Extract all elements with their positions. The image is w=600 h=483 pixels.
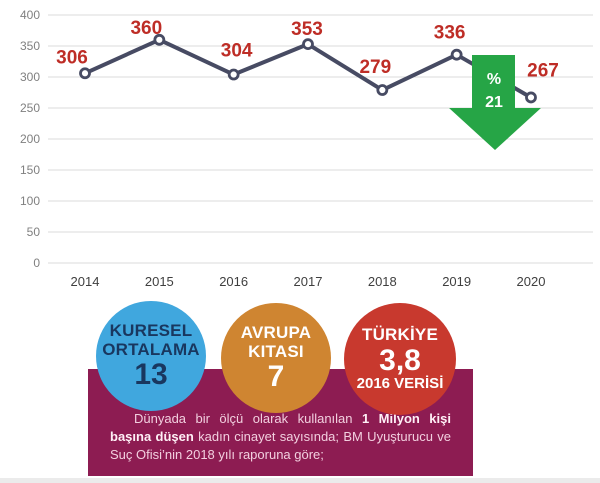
line-chart-svg: 0 50 100 150 200 250 300 350 400 2014 2015 2016 2017… xyxy=(20,8,593,289)
footnote-segment: Dünyada bir ölçü olarak kullanılan xyxy=(134,411,362,426)
data-point-label: 267 xyxy=(527,60,559,81)
y-tick-label: 350 xyxy=(20,39,40,53)
data-point-marker xyxy=(302,38,314,51)
data-point-marker xyxy=(525,91,537,104)
x-tick-label: 2016 xyxy=(219,274,248,289)
decrease-percent-value: 21 xyxy=(485,94,503,111)
data-point-marker xyxy=(450,48,463,61)
stat-circle-2: TÜRKİYE 3,8 2016 VERİSİ xyxy=(344,303,456,415)
x-tick-label: 2020 xyxy=(517,274,546,289)
stat-circle-label: KURESEL xyxy=(109,321,193,341)
data-point-marker xyxy=(376,84,389,96)
footnote-text: Dünyada bir ölçü olarak kullanılan 1 Mil… xyxy=(110,410,451,464)
stat-circle-subtext: 2016 VERİSİ xyxy=(356,375,444,393)
decrease-percent-symbol: % xyxy=(487,71,501,88)
data-point-marker xyxy=(227,68,240,81)
stat-circle-value: 3,8 xyxy=(379,343,421,377)
y-tick-label: 400 xyxy=(20,8,40,22)
y-tick-label: 50 xyxy=(27,225,41,239)
x-tick-label: 2019 xyxy=(442,274,471,289)
stat-circle-0: KURESEL ORTALAMA 13 xyxy=(96,301,206,411)
x-tick-label: 2018 xyxy=(368,274,397,289)
data-point-label: 360 xyxy=(130,18,162,39)
stat-circle-1: AVRUPA KITASI 7 xyxy=(221,303,331,413)
stat-circle-value: 7 xyxy=(267,360,285,394)
data-point-label: 279 xyxy=(359,57,391,78)
y-tick-label: 200 xyxy=(20,132,40,146)
data-point-label: 353 xyxy=(291,19,323,40)
bottom-edge xyxy=(0,478,600,483)
stat-circle-value: 13 xyxy=(134,358,168,392)
y-tick-label: 0 xyxy=(33,256,40,270)
footnote-bold-segment: 1 Milyon kişi başına düşen xyxy=(110,411,451,444)
data-point-marker xyxy=(79,67,91,80)
stat-circle-label: KITASI xyxy=(248,342,304,362)
y-tick-label: 300 xyxy=(20,70,40,84)
data-point-label: 304 xyxy=(221,41,253,62)
y-tick-label: 250 xyxy=(20,101,40,115)
data-point-label: 336 xyxy=(434,23,466,44)
x-tick-label: 2015 xyxy=(145,274,174,289)
x-tick-label: 2017 xyxy=(294,274,323,289)
data-point-marker xyxy=(153,33,166,46)
y-tick-label: 150 xyxy=(20,163,40,177)
decrease-arrow-icon xyxy=(449,55,541,150)
stat-circle-label: AVRUPA xyxy=(240,323,312,343)
footnote-segment: kadın cinayet sayısında; BM Uyuşturucu v… xyxy=(110,429,451,462)
x-tick-label: 2014 xyxy=(71,274,100,289)
stat-circle-label: ORTALAMA xyxy=(102,340,200,360)
stat-circle-label: TÜRKİYE xyxy=(361,325,439,345)
data-point-label: 306 xyxy=(56,47,88,68)
y-tick-label: 100 xyxy=(20,194,40,208)
